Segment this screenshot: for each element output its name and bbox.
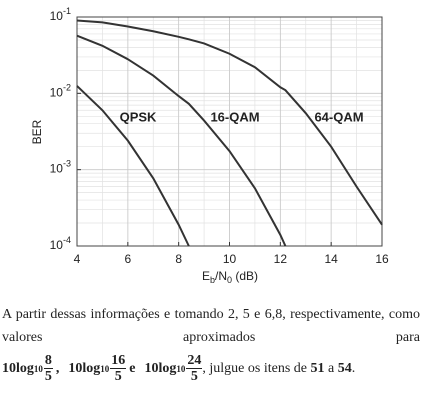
document: A partir dessas informações e tomando 2,… [2,303,420,384]
numerator: 24 [186,353,203,369]
denominator: 5 [114,369,122,384]
tail-text: , julgue os itens de [202,360,311,376]
line [76,19,383,226]
formula: 10log 10 8 5 [2,353,53,384]
series-label: 64-QAM [314,109,363,124]
denominator: 5 [190,369,198,384]
line [76,34,287,247]
formula-base: 10log [68,360,101,376]
tail-text: 54 [337,360,352,376]
tail: , julgue os itens de 51 a 54. [202,361,355,377]
formula-base: 10log [2,360,34,376]
formula: 10log 10 16 5 [68,353,127,384]
y-tick-label: 10-4 [50,235,71,252]
x-axis-label: Eb/N0 (dB) [202,269,258,285]
x-tick-label: 14 [324,252,338,266]
line [76,85,190,247]
plot-frame [76,16,383,247]
formula-sub: 10 [176,363,186,374]
x-tick-label: 12 [274,252,288,266]
denominator: 5 [44,369,52,384]
formula: 10log 10 24 5 [145,353,203,384]
formula-sub: 10 [33,363,43,374]
formula-sub: 10 [100,363,110,374]
chart: BER Eb/N0 (dB) 4 6 8 10 12 14 16 10-1 10-2 10-3 10… [30,6,389,285]
tail-text: . [351,360,356,376]
y-tick-label: 10-3 [50,159,71,176]
x-tick-label: 6 [124,252,131,266]
separator: e [129,360,136,376]
tail-text: a [324,360,338,376]
y-axis-label: BER [30,119,44,144]
y-tick-label: 10-1 [50,6,71,23]
formula-line: 10log 10 8 5, 10log 10 16 5 e 10log 10 24 5, julgue … [2,353,420,384]
series-label: QPSK [120,109,157,124]
formula-base: 10log [144,360,177,376]
numerator: 8 [43,353,53,369]
numerator: 16 [110,353,127,369]
y-tick-label: 10-2 [50,83,71,100]
tail-text: 51 [310,360,325,376]
paragraph: A partir dessas informações e tomando 2,… [2,307,420,345]
x-tick-label: 4 [74,252,81,266]
separator: , [55,360,60,376]
series-label: 16-QAM [210,109,259,124]
fraction: 16 5 [110,353,127,384]
fraction: 24 5 [186,353,203,384]
x-tick-label: 10 [223,252,237,266]
x-tick-label: 8 [175,252,182,266]
x-tick-label: 16 [375,252,389,266]
